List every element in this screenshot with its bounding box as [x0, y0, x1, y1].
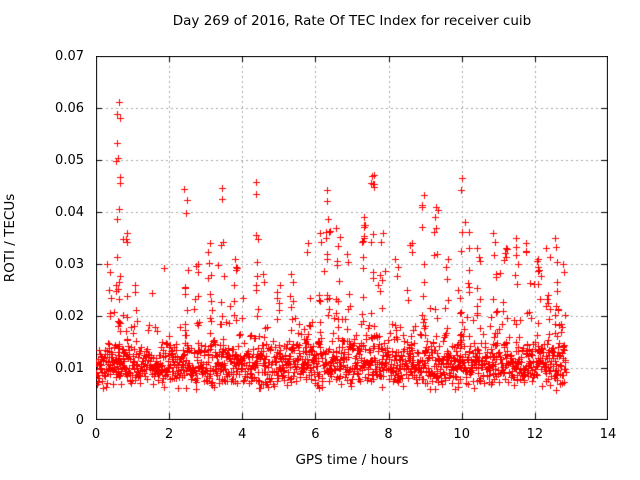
x-axis-title: GPS time / hours [295, 452, 409, 468]
y-tick-label: 0.03 [55, 257, 84, 272]
x-tick-label: 4 [238, 427, 247, 442]
x-tick-label: 12 [526, 427, 544, 442]
x-tick-label: 8 [384, 427, 393, 442]
x-tick-label: 14 [599, 427, 617, 442]
y-tick-label: 0.06 [55, 101, 84, 116]
y-tick-label: 0.07 [55, 49, 84, 64]
y-tick-label: 0.02 [55, 309, 84, 324]
y-tick-label: 0.04 [55, 205, 84, 220]
x-tick-label: 10 [453, 427, 470, 442]
x-tick-label: 0 [91, 427, 101, 442]
x-tick-label: 2 [165, 427, 174, 442]
chart-title: Day 269 of 2016, Rate Of TEC Index for r… [172, 13, 532, 29]
y-tick-label: 0 [75, 413, 84, 428]
y-tick-label: 0.05 [55, 153, 84, 168]
plot-area [96, 56, 608, 420]
y-tick-label: 0.01 [55, 361, 84, 376]
y-axis-title: ROTI / TECUs [2, 193, 18, 283]
x-tick-label: 6 [311, 427, 320, 442]
